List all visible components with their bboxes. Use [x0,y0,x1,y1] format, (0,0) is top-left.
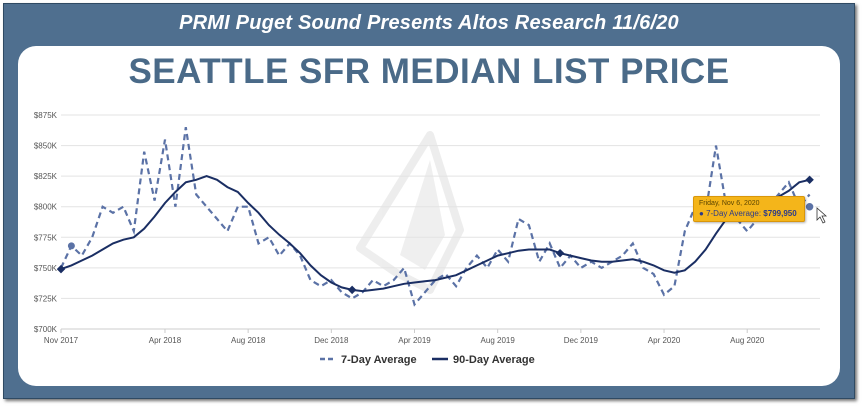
x-tick-label: Aug 2019 [481,336,516,345]
x-tick-label: Aug 2018 [231,336,266,345]
x-tick-label: Apr 2020 [648,336,681,345]
pointer-hand-icon [816,207,828,224]
y-tick-label: $800K [34,203,58,212]
y-tick-label: $850K [34,142,58,151]
x-tick-label: Nov 2017 [44,336,79,345]
legend-7-day-label[interactable]: 7-Day Average [341,354,417,366]
tooltip-value-line: ● 7-Day Average: $799,950 [699,209,797,218]
series-90-day-marker[interactable] [56,264,66,274]
legend-90-day-label[interactable]: 90-Day Average [453,354,535,366]
x-tick-label: Apr 2019 [398,336,431,345]
x-tick-label: Dec 2019 [564,336,599,345]
tooltip-series-name: 7-Day Average: [706,209,762,218]
series-7-day-marker[interactable] [67,242,75,250]
tooltip-date: Friday, Nov 6, 2020 [699,200,760,207]
y-tick-label: $700K [34,325,58,334]
series-90-day-average-line [60,175,810,293]
altos-logo-icon [356,131,464,294]
x-tick-label: Aug 2020 [730,336,765,345]
legend[interactable]: 7-Day Average 90-Day Average [320,354,535,366]
tooltip: Friday, Nov 6, 2020 ● 7-Day Average: $79… [693,196,805,222]
x-tick-label: Apr 2018 [149,336,182,345]
highlight-point[interactable] [804,201,815,213]
y-tick-label: $775K [34,233,58,242]
y-tick-label: $875K [34,111,58,120]
y-tick-label: $750K [34,264,58,273]
y-tick-label: $825K [34,172,58,181]
series-90-day-marker[interactable] [805,175,814,185]
x-tick-label: Dec 2018 [314,336,349,345]
banner-title: PRMI Puget Sound Presents Altos Research… [179,12,679,34]
tooltip-value: $799,950 [763,209,797,218]
y-tick-label: $725K [34,294,58,303]
series-90-day-marker[interactable] [347,285,357,295]
series-7-day-average-line [60,127,811,307]
chart-title: SEATTLE SFR MEDIAN LIST PRICE [128,52,730,91]
series-90-day-marker[interactable] [555,248,565,258]
